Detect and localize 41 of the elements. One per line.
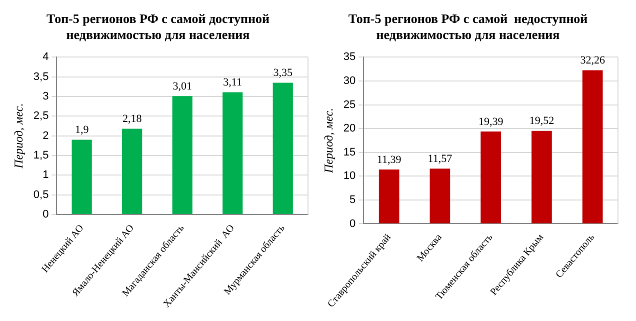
- bar: [378, 170, 400, 224]
- bar: [532, 130, 552, 224]
- y-tick-label: 0: [42, 208, 49, 220]
- data-label: 11,57: [428, 153, 453, 166]
- bar: [430, 168, 450, 224]
- data-label: 3,35: [273, 67, 293, 80]
- y-tick-label: 2: [42, 130, 49, 142]
- data-label: 1,9: [74, 124, 90, 136]
- bar: [272, 82, 293, 214]
- data-label: 2,18: [122, 113, 142, 126]
- chart-title: Топ-5 регионов РФ с самой доступной недвижимостью для населения: [46, 11, 270, 42]
- data-label: 19,52: [529, 115, 554, 128]
- bar: [582, 70, 603, 224]
- y-tick-label: 3,5: [33, 70, 49, 83]
- y-tick-label: 30: [343, 75, 356, 88]
- y-tick-label: 4: [42, 51, 49, 64]
- data-label: 3,01: [172, 80, 192, 93]
- y-axis-title: Период, мес.: [321, 108, 336, 174]
- y-tick-label: 20: [343, 122, 356, 135]
- y-tick-label: 35: [343, 51, 356, 64]
- data-label: 19,39: [478, 116, 504, 128]
- chart-title: Топ-5 регионов РФ с самой недоступной недвижимостью для населения: [348, 11, 588, 42]
- bar: [222, 92, 243, 214]
- y-tick-label: 0: [350, 218, 356, 230]
- data-label: 11,39: [376, 154, 402, 166]
- bar: [72, 140, 92, 214]
- y-tick-label: 1: [42, 169, 49, 182]
- y-tick-label: 25: [343, 98, 356, 111]
- y-tick-label: 15: [343, 146, 356, 158]
- y-axis-title: Период, мес.: [11, 103, 26, 170]
- bar: [122, 128, 142, 214]
- y-tick-label: 2,5: [33, 110, 49, 122]
- y-tick-label: 1,5: [33, 150, 49, 162]
- bar: [480, 131, 501, 224]
- y-tick-label: 5: [350, 194, 356, 206]
- data-label: 32,26: [580, 54, 606, 67]
- bar: [172, 96, 192, 214]
- data-label: 3,11: [223, 76, 242, 89]
- y-tick-label: 3: [42, 90, 49, 103]
- y-tick-label: 10: [343, 170, 356, 182]
- y-tick-label: 0,5: [33, 188, 49, 201]
